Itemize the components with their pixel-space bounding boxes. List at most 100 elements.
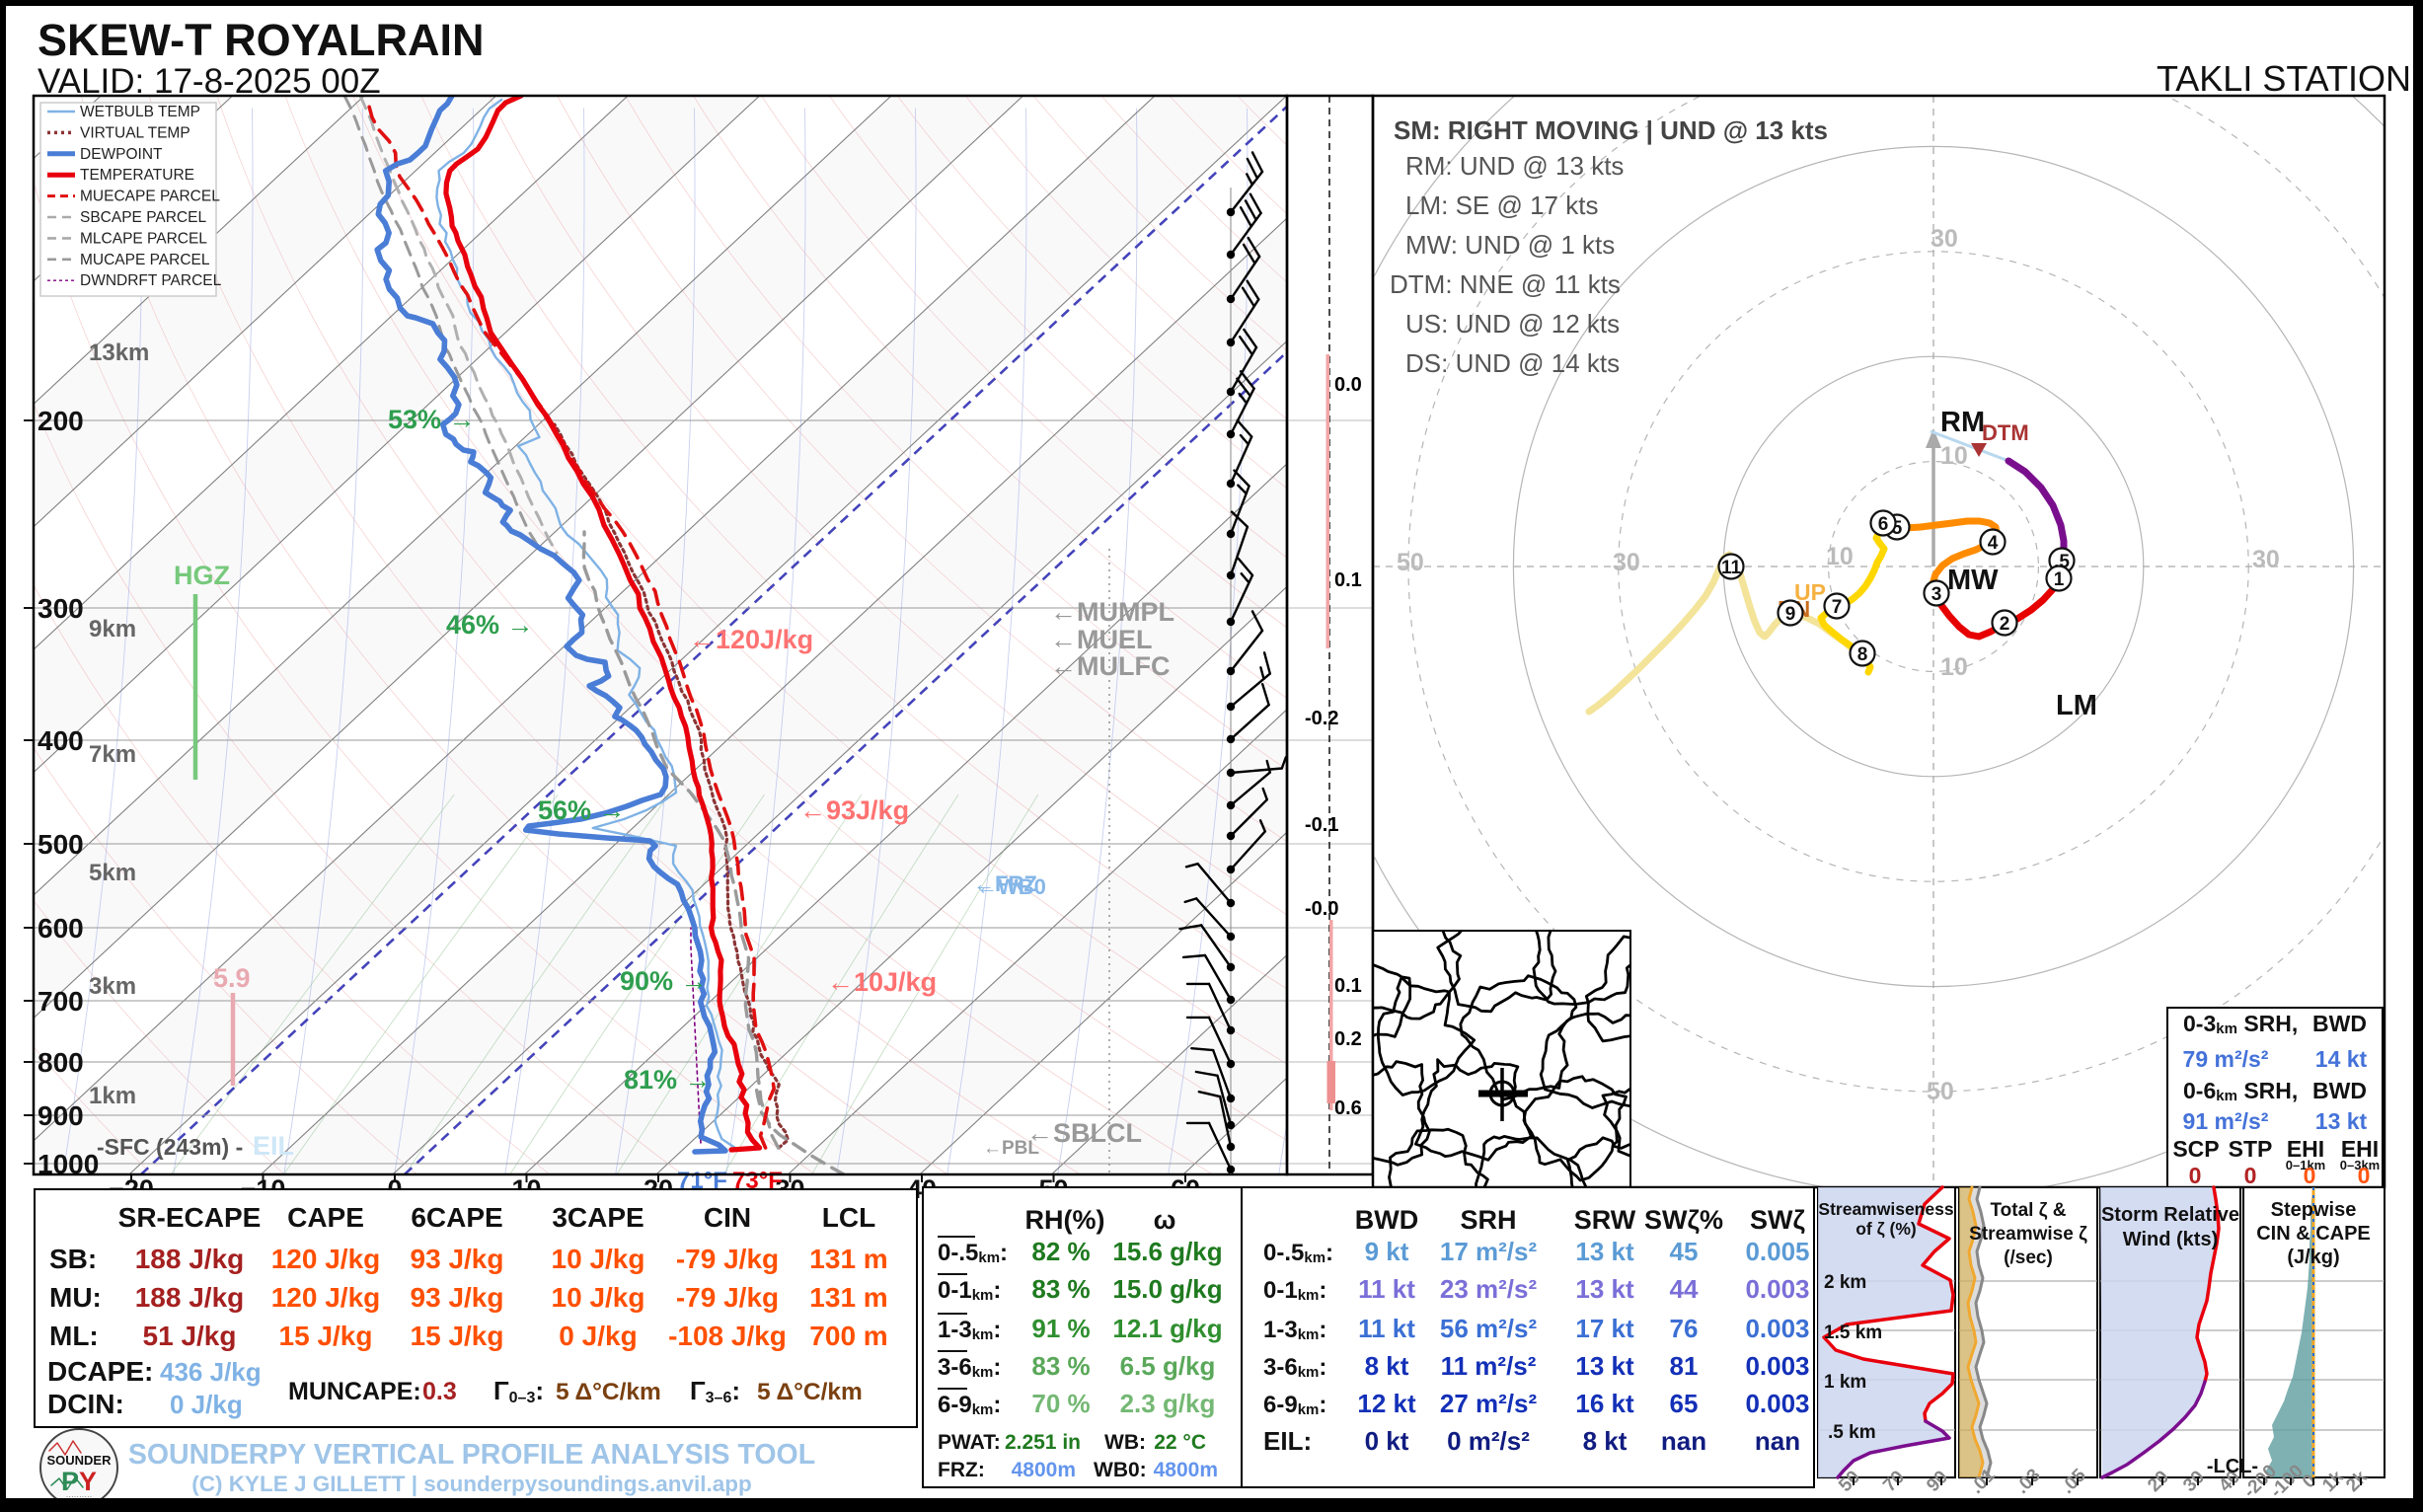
svg-text:DTM: DTM (1982, 420, 2029, 445)
svg-text:600: 600 (38, 913, 84, 944)
svg-text:-SFC (243m) -: -SFC (243m) - (97, 1134, 243, 1160)
svg-text:1 km: 1 km (1824, 1372, 1866, 1393)
svg-text:13 kt: 13 kt (1575, 1237, 1634, 1266)
svg-text:131 m: 131 m (809, 1282, 887, 1313)
svg-text:WB0:: WB0: (1094, 1459, 1147, 1481)
svg-text:120 J/kg: 120 J/kg (271, 1282, 381, 1313)
svg-text:131 m: 131 m (809, 1244, 887, 1274)
svg-text:0.003: 0.003 (1745, 1314, 1809, 1343)
svg-text:10: 10 (1940, 653, 1968, 681)
svg-text:0 kt: 0 kt (1365, 1426, 1409, 1456)
svg-text:9 kt: 9 kt (1365, 1237, 1409, 1266)
svg-text:←WB0: ←WB0 (976, 874, 1046, 899)
svg-text:93 J/kg: 93 J/kg (411, 1244, 504, 1274)
svg-text:46% →: 46% → (446, 610, 534, 640)
svg-text:Stepwise: Stepwise (2271, 1199, 2357, 1221)
svg-text:12.1 g/kg: 12.1 g/kg (1112, 1314, 1222, 1343)
svg-text:←10J/kg: ←10J/kg (827, 967, 937, 997)
svg-text:0 m²/s²: 0 m²/s² (1447, 1426, 1530, 1456)
svg-text:Streamwise ζ: Streamwise ζ (1969, 1224, 2087, 1245)
svg-text:SWζ%: SWζ% (1644, 1205, 1723, 1235)
svg-text:DCIN:: DCIN: (47, 1389, 124, 1419)
svg-text:UP: UP (1794, 579, 1826, 605)
svg-text:4800m: 4800m (1012, 1459, 1076, 1481)
svg-text:800: 800 (38, 1047, 84, 1078)
svg-text:15.0 g/kg: 15.0 g/kg (1112, 1274, 1222, 1304)
svg-text:500: 500 (38, 829, 84, 860)
svg-text:15 J/kg: 15 J/kg (411, 1321, 504, 1351)
svg-text:700 m: 700 m (809, 1321, 887, 1351)
svg-text:1.5 km: 1.5 km (1824, 1323, 1882, 1343)
svg-text:120 J/kg: 120 J/kg (271, 1244, 381, 1274)
svg-text:CAPE: CAPE (287, 1202, 364, 1233)
svg-text:400: 400 (38, 725, 84, 756)
svg-text:2 km: 2 km (1824, 1272, 1866, 1293)
svg-text:MU:: MU: (49, 1282, 102, 1313)
svg-text:70 %: 70 % (1031, 1389, 1090, 1418)
svg-text:←MULFC: ←MULFC (1050, 651, 1170, 681)
svg-text:188 J/kg: 188 J/kg (135, 1282, 245, 1313)
svg-text:50: 50 (1397, 549, 1424, 576)
svg-text:LCL: LCL (822, 1202, 875, 1233)
svg-text:WETBULB TEMP: WETBULB TEMP (80, 104, 200, 120)
svg-text:0.003: 0.003 (1745, 1274, 1809, 1304)
svg-text:6: 6 (1878, 514, 1889, 535)
svg-text:SRH: SRH (1460, 1205, 1516, 1235)
svg-text:6.5 g/kg: 6.5 g/kg (1120, 1351, 1216, 1381)
svg-text:of ζ (%): of ζ (%) (1855, 1219, 1917, 1240)
svg-text:79 m²/s²: 79 m²/s² (2183, 1046, 2269, 1072)
svg-text:90% →: 90% → (620, 966, 708, 996)
svg-text:13 kt: 13 kt (1575, 1351, 1634, 1381)
svg-text:0-6km SRH,: 0-6km SRH, (2183, 1078, 2298, 1104)
svg-text:15.6 g/kg: 15.6 g/kg (1112, 1237, 1222, 1266)
svg-text:76: 76 (1670, 1314, 1699, 1343)
svg-text:91 m²/s²: 91 m²/s² (2183, 1108, 2269, 1134)
svg-text:93 J/kg: 93 J/kg (411, 1282, 504, 1313)
svg-text:27 m²/s²: 27 m²/s² (1440, 1389, 1538, 1418)
svg-text:SWζ: SWζ (1750, 1205, 1805, 1235)
svg-text:11: 11 (1721, 558, 1742, 578)
svg-text:←93J/kg: ←93J/kg (799, 795, 909, 825)
svg-text:BWD: BWD (2312, 1078, 2367, 1103)
svg-text:MW: UND @ 1 kts: MW: UND @ 1 kts (1405, 230, 1615, 260)
svg-text:Storm Relative: Storm Relative (2101, 1204, 2239, 1226)
svg-text:0-1km:: 0-1km: (1263, 1277, 1326, 1304)
svg-text:11 kt: 11 kt (1358, 1314, 1415, 1343)
svg-text:0.6: 0.6 (1334, 1097, 1362, 1119)
svg-text:RM: RM (1940, 407, 1985, 438)
svg-text:17 kt: 17 kt (1575, 1314, 1634, 1343)
svg-text:4: 4 (1988, 533, 1999, 554)
svg-text:0: 0 (2244, 1163, 2257, 1188)
svg-text:900: 900 (38, 1100, 84, 1131)
svg-text:.5 km: .5 km (1828, 1422, 1876, 1443)
svg-text:0.005: 0.005 (1745, 1237, 1809, 1266)
svg-text:DCAPE:: DCAPE: (47, 1356, 153, 1387)
svg-text:436 J/kg: 436 J/kg (160, 1357, 262, 1387)
svg-text:0-.5km:: 0-.5km: (1263, 1240, 1333, 1266)
svg-text:nan: nan (1755, 1426, 1800, 1456)
svg-text:nan: nan (1661, 1426, 1706, 1456)
svg-text:2: 2 (2000, 614, 2010, 635)
svg-text:81% →: 81% → (624, 1065, 712, 1095)
svg-text:3: 3 (1931, 584, 1942, 605)
svg-text:12 kt: 12 kt (1357, 1389, 1416, 1418)
svg-text:30: 30 (1613, 549, 1640, 576)
svg-text:CIN: CIN (704, 1202, 751, 1233)
svg-text:BWD: BWD (2312, 1011, 2367, 1036)
svg-text:3CAPE: 3CAPE (552, 1202, 644, 1233)
svg-text:0 J/kg: 0 J/kg (170, 1390, 243, 1419)
svg-text:23 m²/s²: 23 m²/s² (1440, 1274, 1538, 1304)
svg-text:5km: 5km (89, 860, 136, 886)
svg-text:BWD: BWD (1355, 1205, 1418, 1235)
svg-text:0.1: 0.1 (1334, 975, 1362, 997)
svg-text:←PBL: ←PBL (983, 1138, 1039, 1159)
svg-text:0.003: 0.003 (1745, 1351, 1809, 1381)
svg-text:8 kt: 8 kt (1583, 1426, 1628, 1456)
svg-text:10 J/kg: 10 J/kg (552, 1244, 645, 1274)
svg-text:8: 8 (1857, 644, 1868, 665)
svg-text:STP: STP (2229, 1136, 2273, 1162)
svg-text:-LCL-: -LCL- (2207, 1456, 2258, 1477)
svg-text:0-3km SRH,: 0-3km SRH, (2183, 1011, 2298, 1037)
svg-text:SR-ECAPE: SR-ECAPE (118, 1202, 262, 1233)
svg-text:4800m: 4800m (1154, 1459, 1218, 1481)
